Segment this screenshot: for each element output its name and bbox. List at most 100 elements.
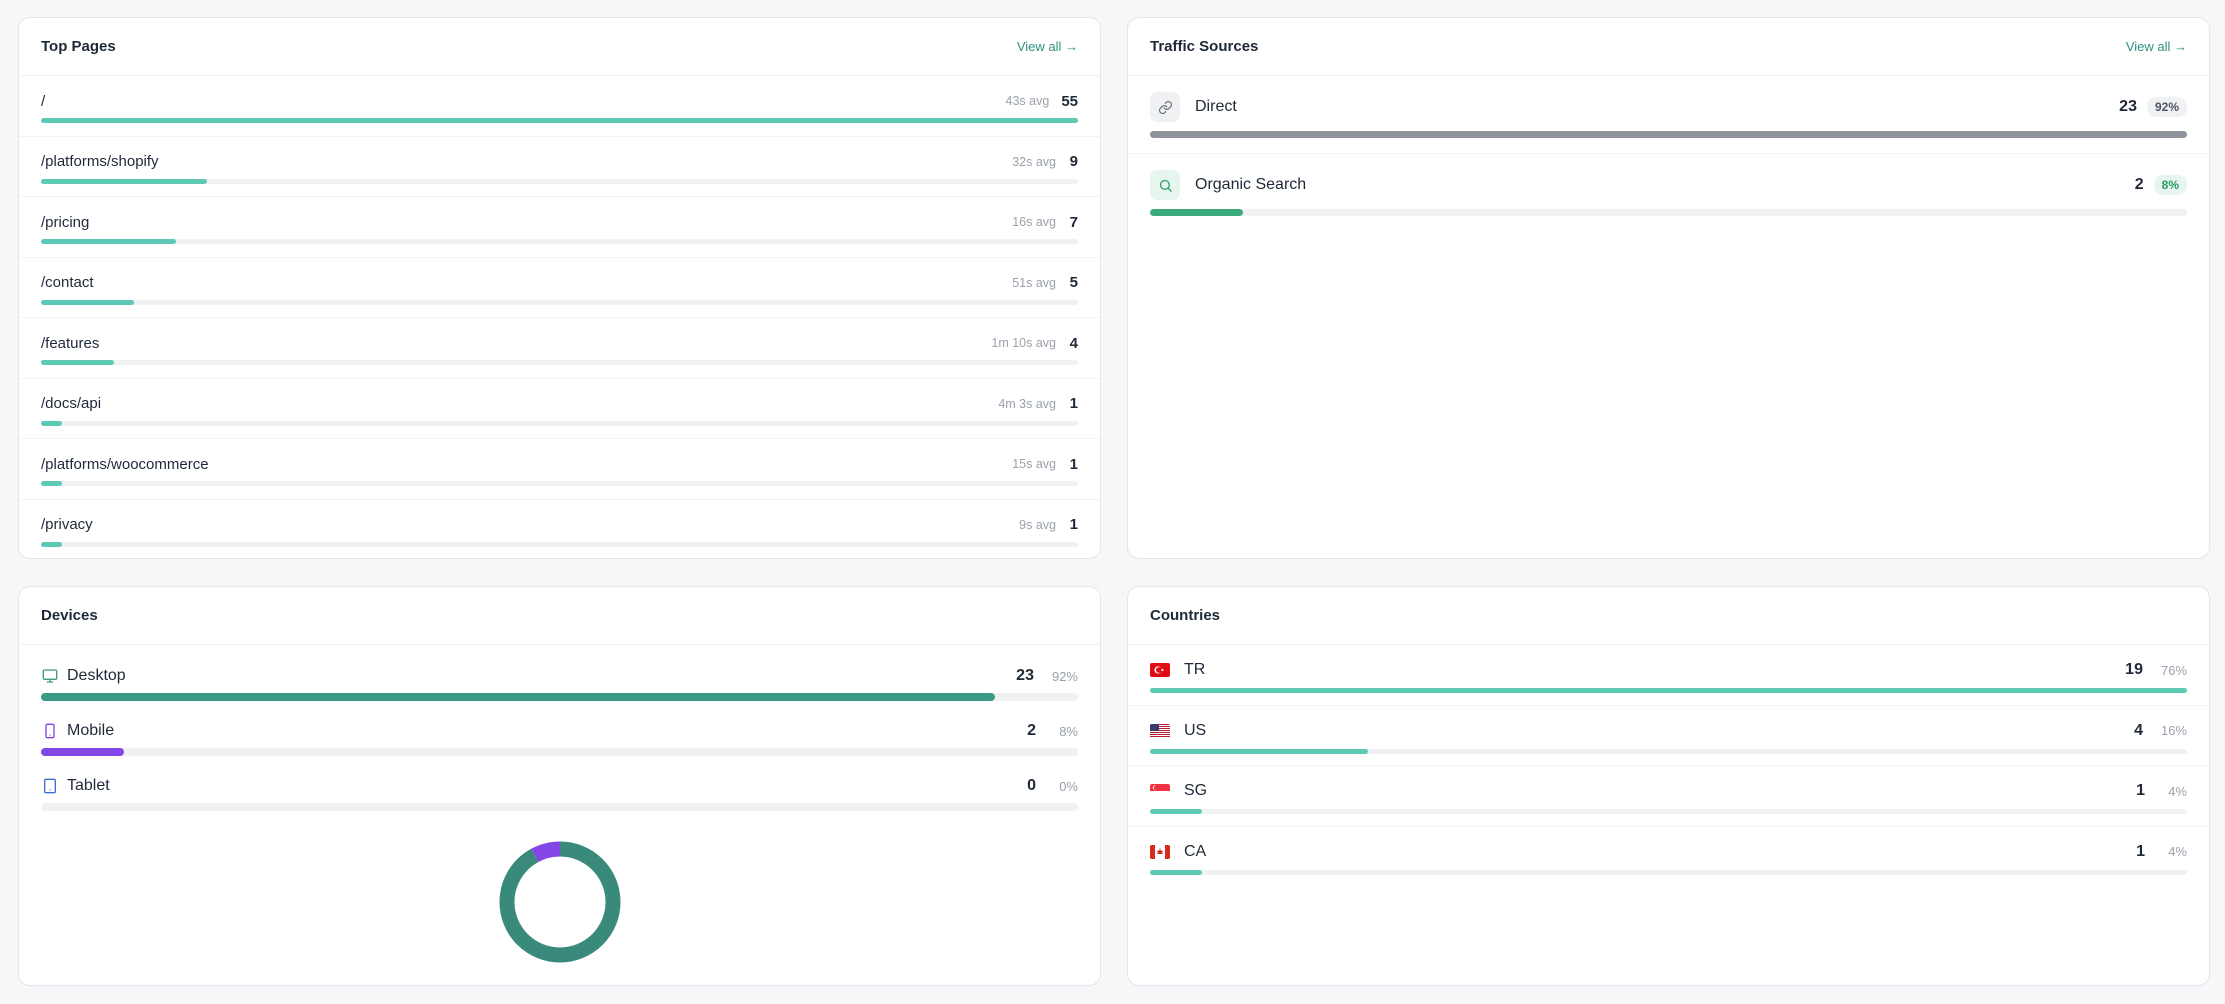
traffic-source-label: Direct [1195,98,1237,115]
country-row[interactable]: SG 1 4% [1128,766,2209,827]
page-progress-fill [41,299,135,305]
country-row[interactable]: TR 19 76% [1128,645,2209,706]
device-stats: 2 8% [1027,722,1078,740]
traffic-source-row[interactable]: Organic Search 2 8% [1128,154,2209,232]
tablet-icon [41,777,59,795]
page-row[interactable]: /pricing 16s avg 7 [19,197,1100,258]
country-percent: 76% [2160,662,2187,678]
page-row[interactable]: /docs/api 4m 3s avg 1 [19,379,1100,439]
country-stats: 19 76% [2125,661,2187,679]
device-row-left: Tablet [41,777,110,795]
avg-time: 1m 10s avg [991,336,1056,350]
page-row[interactable]: /platforms/woocommerce 15s avg 1 [19,439,1100,500]
country-code: CA [1184,842,1207,860]
view-count: 7 [1069,213,1078,231]
traffic-source-label: Organic Search [1195,176,1307,193]
device-row[interactable]: Desktop 23 92% [19,649,1100,704]
donut-segment-mobile[interactable] [499,841,620,963]
traffic-source-progress-track [1150,209,2187,216]
page-progress-track [41,360,1078,365]
avg-time: 43s avg [1005,94,1050,108]
view-count: 9 [1069,153,1078,170]
country-percent: 16% [2160,723,2187,738]
traffic-source-progress-fill [1150,131,2187,138]
page-path-link[interactable]: /docs/api [41,395,102,412]
page-path-link[interactable]: /platforms/shopify [41,153,159,170]
country-row-left: TR [1150,661,1205,679]
traffic-source-percent-badge: 8% [2153,175,2187,195]
donut-segment-desktop[interactable] [499,841,620,963]
country-row[interactable]: CA 1 4% [1128,827,2209,888]
country-code: TR [1184,661,1206,678]
top-pages-header: Top Pages View all → [19,18,1100,76]
devices-card: Devices Desktop 23 92% Mobile 2 8% Tablet 0 0% [18,586,1101,986]
traffic-source-progress-track [1150,131,2187,138]
page-row[interactable]: /contact 51s avg 5 [19,258,1100,318]
device-percent: 92% [1051,668,1078,684]
device-row-left: Desktop [41,667,126,685]
page-row-stats: 43s avg 55 [1006,93,1078,110]
page-path-link[interactable]: /features [41,334,100,352]
search-icon [1150,170,1180,200]
country-code: SG [1184,782,1208,799]
monitor-icon [41,667,59,685]
page-path-link[interactable]: /privacy [41,516,93,533]
device-progress-fill [41,748,124,756]
page-row[interactable]: /platforms/shopify 32s avg 9 [19,137,1100,197]
page-path-link[interactable]: /contact [41,274,94,291]
page-progress-fill [41,178,207,184]
country-stats: 4 16% [2134,722,2187,740]
page-path-link[interactable]: /pricing [41,213,90,231]
ca-flag-icon [1150,844,1170,859]
device-progress-track [41,693,1078,701]
page-row-stats: 1m 10s avg 4 [991,335,1078,352]
page-row-stats: 51s avg 5 [1012,274,1078,291]
page-progress-fill [41,420,62,426]
link-icon [1150,92,1180,122]
top-pages-view-all-link[interactable]: View all → [1016,39,1078,54]
device-count: 2 [1027,722,1036,739]
page-row[interactable]: /features 1m 10s avg 4 [19,318,1100,379]
country-progress-fill [1150,748,1368,754]
page-progress-track [41,481,1078,486]
top-pages-list: / 43s avg 55/platforms/shopify 32s avg 9/pri… [19,76,1100,559]
page-row-line: /docs/api 4m 3s avg 1 [41,393,1078,415]
device-row[interactable]: Tablet 0 0% [19,759,1100,814]
page-progress-track [41,420,1078,426]
page-row-stats: 9s avg 1 [1019,516,1078,533]
page-row[interactable]: / 43s avg 55 [19,76,1100,137]
country-progress-track [1150,869,2187,875]
country-row-line: US 4 16% [1150,720,2187,742]
device-row-line: Mobile 2 8% [41,720,1078,742]
page-path-link[interactable]: /platforms/woocommerce [41,455,209,473]
country-row[interactable]: US 4 16% [1128,706,2209,766]
country-row-left: SG [1150,782,1207,800]
countries-header: Countries [1128,587,2209,645]
device-progress-fill [41,693,996,701]
page-path-link[interactable]: / [41,92,46,110]
sg-flag-icon [1150,784,1170,798]
page-row[interactable]: /privacy 9s avg 1 [19,500,1100,559]
country-percent: 4% [2168,783,2187,799]
country-row-line: TR 19 76% [1150,659,2187,681]
page-row-line: /pricing 16s avg 7 [41,211,1078,233]
page-row-line: / 43s avg 55 [41,90,1078,112]
page-progress-fill [41,360,114,365]
traffic-source-count: 2 [2134,176,2144,193]
traffic-sources-view-all-link[interactable]: View all → [2125,39,2187,54]
traffic-source-stats: 2 8% [2135,175,2187,195]
page-row-line: /privacy 9s avg 1 [41,514,1078,536]
country-stats: 1 4% [2136,782,2187,800]
device-stats: 23 92% [1016,667,1078,685]
country-row-left: CA [1150,843,1206,861]
devices-donut-wrap [19,837,1100,967]
country-row-line: SG 1 4% [1150,780,2187,802]
avg-time: 9s avg [1019,517,1056,532]
traffic-source-row[interactable]: Direct 23 92% [1128,76,2209,154]
device-row[interactable]: Mobile 2 8% [19,704,1100,759]
country-count: 1 [2136,842,2145,860]
device-label: Desktop [67,667,126,684]
country-code: US [1184,721,1207,739]
view-count: 1 [1069,455,1078,473]
country-percent: 4% [2168,844,2187,859]
